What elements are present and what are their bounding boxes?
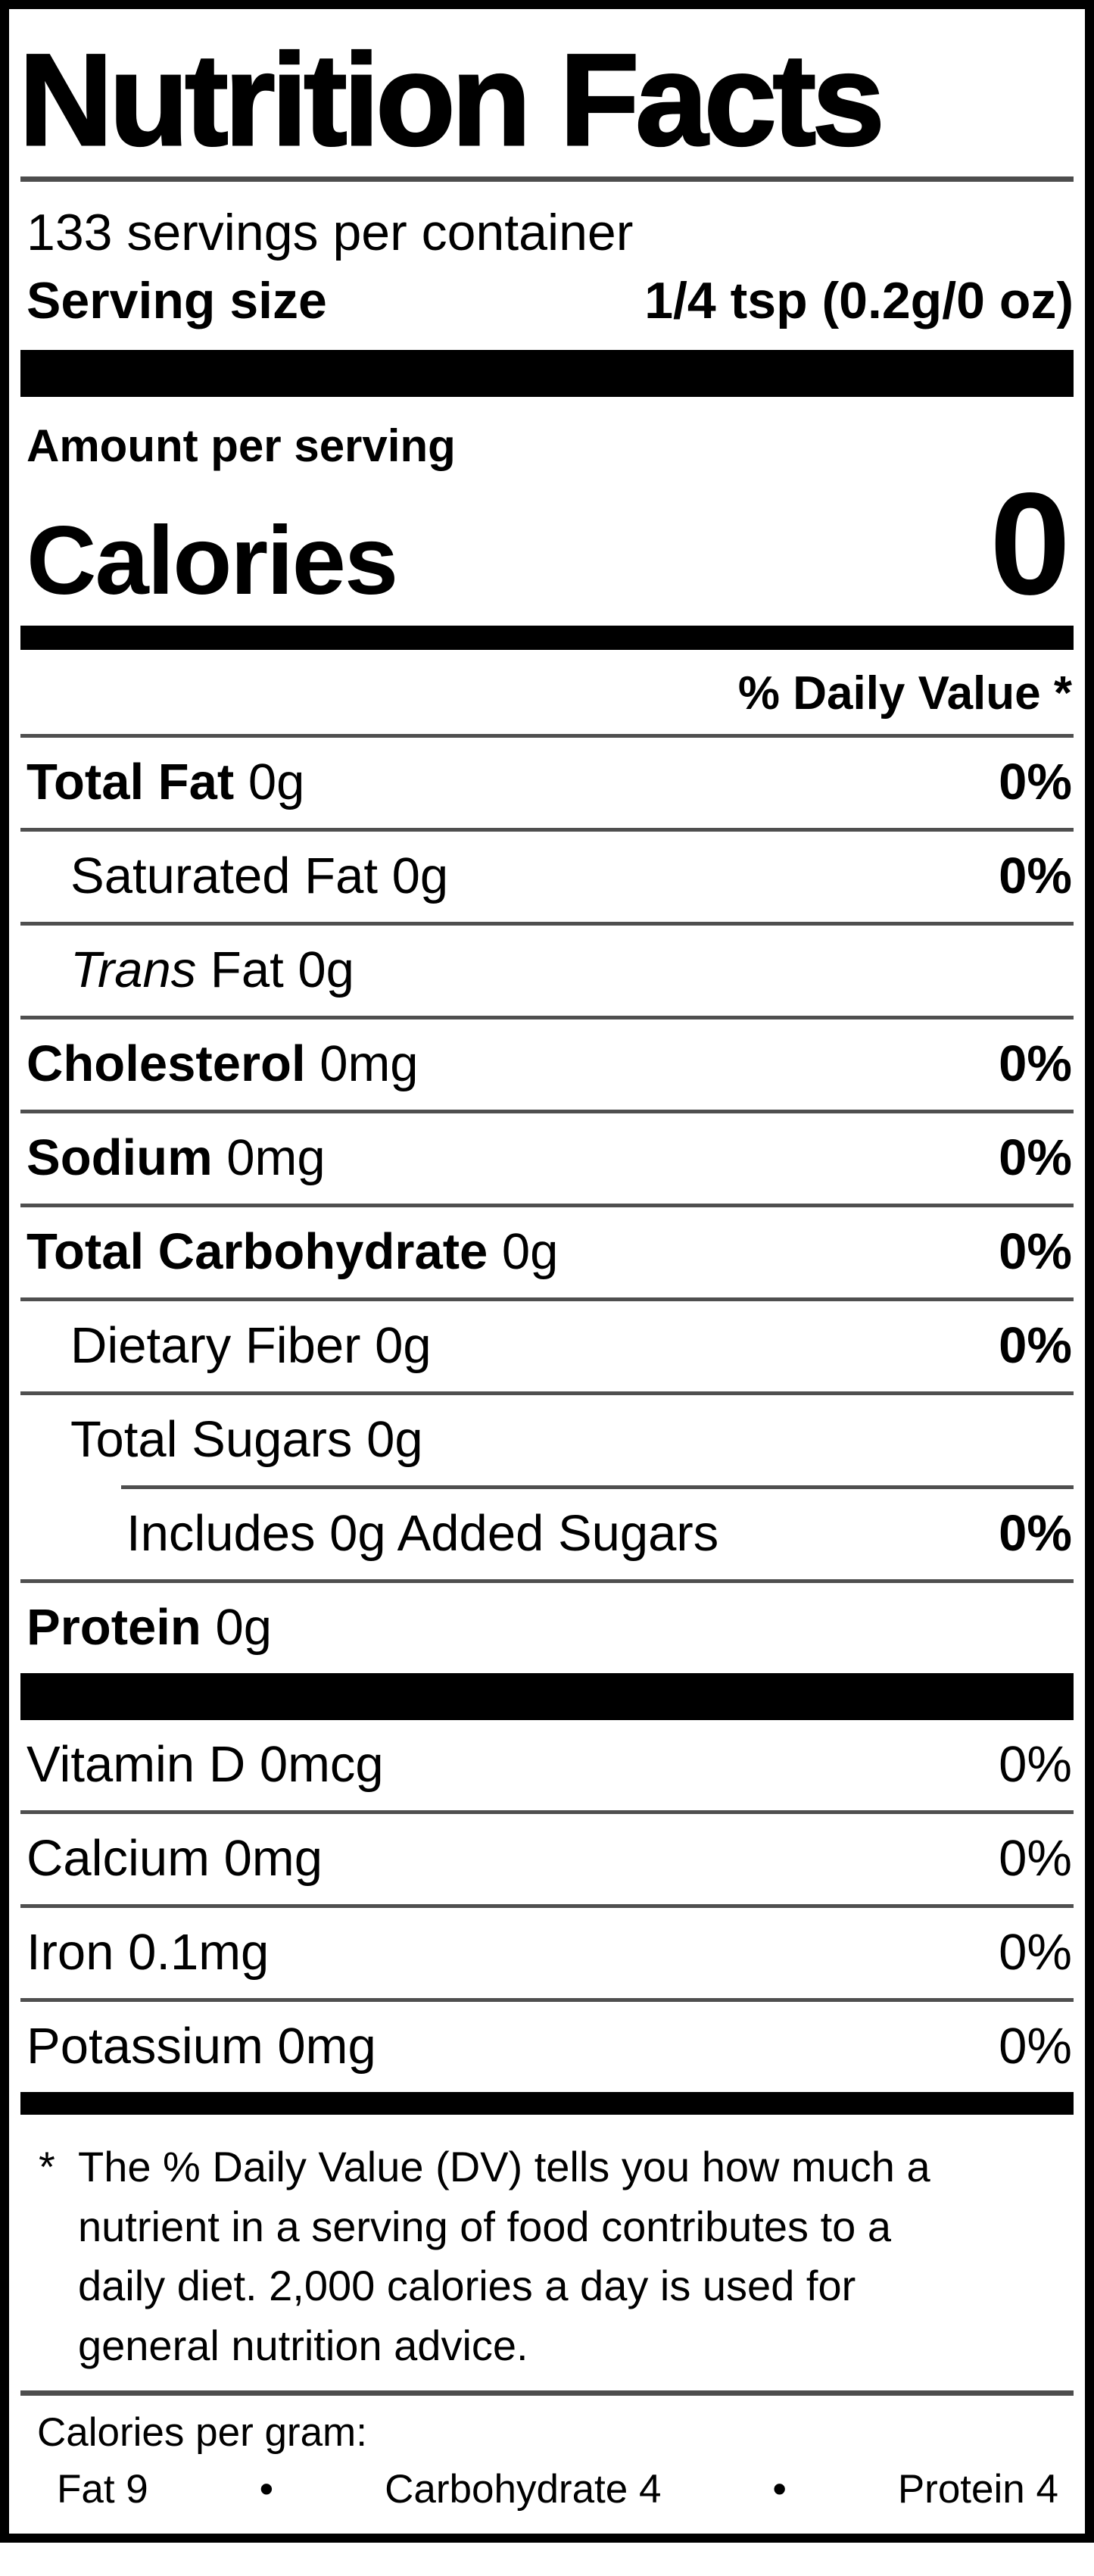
nutrient-name: Cholesterol: [26, 1035, 306, 1093]
footnote-asterisk: *: [39, 2143, 55, 2191]
nutrient-amount: 0g: [215, 1599, 272, 1656]
bullet-separator: •: [259, 2466, 274, 2512]
title-divider: [20, 176, 1074, 183]
footnote-line: daily diet. 2,000 calories a day is used…: [78, 2262, 856, 2310]
amount-per-serving-label: Amount per serving: [26, 420, 456, 472]
nutrient-name: Sodium: [26, 1129, 213, 1187]
footnote-separator-bar: [20, 2092, 1074, 2115]
nutrient-amount: 0g: [248, 754, 305, 811]
nutrition-facts-title: Nutrition Facts: [18, 27, 887, 173]
vitamin-name: Calcium: [26, 1830, 210, 1888]
medium-separator-bar: [20, 626, 1074, 651]
footnote-line: general nutrition advice.: [78, 2321, 528, 2369]
row-divider: [20, 1810, 1074, 1815]
row-divider-indented: [121, 1485, 1074, 1490]
nutrient-name: Saturated Fat: [70, 848, 378, 905]
nutrient-name: Total Sugars: [70, 1411, 353, 1469]
calories-row: Calories 0: [26, 462, 1071, 626]
vitamin-name: Potassium: [26, 2018, 263, 2075]
nutrient-dv: 0%: [999, 848, 1072, 905]
vitamin-amount: 0.1mg: [128, 1924, 270, 1981]
row-divider: [20, 1904, 1074, 1909]
nutrient-amount: 0mg: [226, 1129, 326, 1187]
vitamin-amount: 0mg: [277, 2018, 376, 2075]
nutrient-dv: 0%: [999, 1317, 1072, 1375]
nutrient-name: Total Carbohydrate: [26, 1223, 488, 1281]
nutrient-amount: Fat 0g: [210, 941, 354, 999]
row-divider: [20, 1297, 1074, 1302]
nutrient-name: Total Fat: [26, 754, 235, 811]
nutrient-row-saturated-fat: Saturated Fat 0g 0%: [20, 832, 1074, 922]
serving-size-value: 1/4 tsp (0.2g/0 oz): [644, 272, 1074, 330]
row-divider: [20, 1391, 1074, 1396]
row-divider: [20, 1579, 1074, 1584]
nutrient-dv: 0%: [999, 1505, 1072, 1563]
vitamin-dv: 0%: [999, 1830, 1072, 1888]
vitamin-row-potassium: Potassium 0mg 0%: [20, 2002, 1074, 2092]
cpg-item-fat: Fat 9: [57, 2466, 148, 2512]
row-divider: [20, 1110, 1074, 1114]
nutrient-name: Trans: [70, 941, 197, 999]
daily-value-footnote: * The % Daily Value (DV) tells you how m…: [20, 2115, 1074, 2390]
bullet-separator: •: [772, 2466, 787, 2512]
vitamin-dv: 0%: [999, 2018, 1072, 2075]
vitamin-name: Vitamin D: [26, 1736, 246, 1794]
cpg-item-protein: Protein 4: [897, 2466, 1058, 2512]
daily-value-header: % Daily Value *: [737, 667, 1072, 720]
nutrient-row-trans-fat: Trans Fat 0g: [20, 926, 1074, 1016]
calories-per-gram-divider: [20, 2390, 1074, 2396]
nutrient-amount: 0g: [375, 1317, 432, 1375]
nutrient-name: Protein: [26, 1599, 201, 1656]
nutrient-name: Includes 0g Added Sugars: [126, 1505, 719, 1563]
cpg-item-carbohydrate: Carbohydrate 4: [385, 2466, 662, 2512]
nutrient-row-cholesterol: Cholesterol 0mg 0%: [20, 1019, 1074, 1110]
nutrient-name: Dietary Fiber: [70, 1317, 361, 1375]
nutrient-amount: 0mg: [319, 1035, 419, 1093]
footnote-line: The % Daily Value (DV) tells you how muc…: [78, 2143, 930, 2191]
nutrient-dv: 0%: [999, 754, 1072, 811]
thick-separator-bar-bottom: [20, 1673, 1074, 1721]
serving-size-label: Serving size: [26, 272, 327, 330]
calories-per-gram-items: Fat 9 • Carbohydrate 4 • Protein 4: [20, 2466, 1074, 2512]
nutrient-row-total-sugars: Total Sugars 0g: [20, 1395, 1074, 1485]
nutrient-row-sodium: Sodium 0mg 0%: [20, 1113, 1074, 1204]
nutrient-dv: 0%: [999, 1223, 1072, 1281]
serving-size-row: Serving size 1/4 tsp (0.2g/0 oz): [26, 271, 1074, 330]
calories-per-gram-section: Calories per gram: Fat 9 • Carbohydrate …: [20, 2396, 1074, 2534]
footnote-text: The % Daily Value (DV) tells you how muc…: [78, 2137, 930, 2375]
vitamin-row-calcium: Calcium 0mg 0%: [20, 1814, 1074, 1904]
calories-per-gram-label: Calories per gram:: [37, 2409, 367, 2455]
nutrient-row-protein: Protein 0g: [20, 1583, 1074, 1673]
nutrient-row-added-sugars: Includes 0g Added Sugars 0%: [20, 1489, 1074, 1579]
row-divider: [20, 1016, 1074, 1020]
nutrient-row-total-fat: Total Fat 0g 0%: [20, 738, 1074, 828]
servings-per-container: 133 servings per container: [26, 204, 634, 262]
vitamin-name: Iron: [26, 1924, 114, 1981]
vitamin-row-vitamin-d: Vitamin D 0mcg 0%: [20, 1720, 1074, 1810]
calories-value: 0: [990, 462, 1071, 626]
row-divider: [20, 1998, 1074, 2003]
vitamin-row-iron: Iron 0.1mg 0%: [20, 1908, 1074, 1998]
row-divider: [20, 734, 1074, 738]
vitamin-dv: 0%: [999, 1736, 1072, 1794]
nutrient-dv: 0%: [999, 1129, 1072, 1187]
nutrient-row-total-carbohydrate: Total Carbohydrate 0g 0%: [20, 1207, 1074, 1297]
vitamin-dv: 0%: [999, 1924, 1072, 1981]
row-divider: [20, 922, 1074, 926]
vitamin-amount: 0mg: [223, 1830, 323, 1888]
calories-label: Calories: [26, 507, 398, 616]
nutrient-amount: 0g: [366, 1411, 423, 1469]
row-divider: [20, 1204, 1074, 1208]
nutrient-amount: 0g: [391, 848, 449, 905]
nutrient-row-dietary-fiber: Dietary Fiber 0g 0%: [20, 1301, 1074, 1391]
nutrient-amount: 0g: [501, 1223, 559, 1281]
footnote-line: nutrient in a serving of food contribute…: [78, 2202, 891, 2250]
nutrient-dv: 0%: [999, 1035, 1072, 1093]
row-divider: [20, 828, 1074, 832]
thick-separator-bar-top: [20, 350, 1074, 398]
vitamin-amount: 0mcg: [259, 1736, 384, 1794]
